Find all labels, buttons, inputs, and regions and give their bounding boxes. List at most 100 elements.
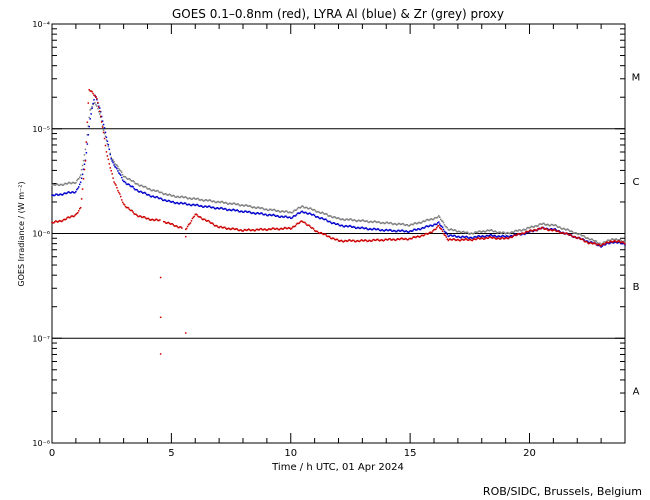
data-point — [553, 224, 556, 227]
data-point — [435, 228, 437, 230]
data-point — [528, 229, 531, 232]
data-point — [232, 208, 235, 211]
data-point — [205, 206, 208, 208]
data-point — [129, 178, 132, 181]
data-point — [557, 230, 559, 232]
data-point — [532, 229, 535, 232]
data-point — [618, 241, 621, 243]
data-point — [181, 195, 183, 198]
data-point — [366, 228, 368, 230]
data-point — [362, 240, 365, 242]
data-point — [438, 221, 440, 223]
data-point — [255, 228, 258, 231]
data-point — [100, 121, 103, 123]
data-point — [233, 209, 236, 211]
data-point — [459, 236, 461, 239]
data-point — [262, 207, 264, 210]
data-point — [256, 211, 259, 214]
data-point — [188, 203, 191, 206]
data-point — [491, 229, 494, 232]
data-point — [464, 236, 467, 238]
data-point — [526, 231, 529, 233]
data-point — [128, 177, 131, 180]
data-point — [173, 195, 175, 197]
data-point — [303, 212, 305, 214]
data-point — [333, 216, 336, 218]
data-point — [293, 215, 296, 217]
data-point — [157, 219, 159, 222]
data-point — [450, 239, 452, 241]
data-point — [304, 211, 306, 214]
data-point — [503, 237, 506, 240]
data-point — [77, 187, 79, 190]
data-point — [497, 235, 499, 238]
data-point — [559, 232, 561, 234]
data-point — [319, 217, 322, 220]
data-point — [281, 215, 283, 218]
data-point — [304, 207, 306, 209]
data-point — [381, 239, 384, 242]
data-point — [369, 239, 371, 242]
data-point — [193, 204, 196, 206]
data-point — [421, 226, 424, 229]
data-point — [136, 214, 138, 217]
data-point — [87, 134, 90, 136]
y-tick-label: 10⁻⁶ — [32, 230, 50, 239]
data-point — [282, 216, 284, 218]
data-point — [177, 226, 179, 229]
data-point — [424, 220, 427, 222]
data-point — [151, 195, 154, 197]
data-point — [132, 186, 134, 188]
data-point — [192, 216, 195, 219]
data-point — [204, 199, 206, 202]
data-point — [323, 233, 325, 235]
data-point — [54, 194, 56, 197]
data-point — [476, 231, 478, 234]
data-point — [484, 231, 487, 233]
data-point — [443, 230, 446, 233]
data-point — [519, 233, 521, 236]
data-point — [330, 215, 332, 217]
data-point — [489, 234, 492, 236]
data-point — [204, 205, 206, 207]
data-point — [133, 181, 135, 183]
data-point — [174, 225, 176, 227]
data-point — [424, 232, 427, 235]
data-point — [475, 231, 477, 233]
data-point — [614, 238, 617, 240]
data-point — [66, 192, 69, 194]
data-point — [551, 229, 554, 232]
data-point — [53, 194, 55, 197]
data-point — [395, 230, 397, 233]
data-point — [404, 237, 407, 240]
data-point — [135, 188, 137, 191]
data-point — [527, 230, 530, 233]
data-point — [520, 233, 522, 235]
data-point — [305, 206, 307, 209]
data-point — [111, 158, 113, 161]
data-point — [492, 236, 494, 239]
data-point — [164, 192, 167, 195]
data-point — [380, 239, 383, 241]
data-point — [211, 206, 214, 209]
data-point — [199, 216, 201, 218]
data-point — [175, 202, 177, 204]
data-point — [274, 215, 277, 217]
data-point — [81, 188, 84, 190]
data-point — [555, 224, 557, 227]
data-point — [466, 239, 469, 241]
data-point — [194, 204, 196, 207]
data-point — [546, 223, 549, 226]
data-point — [111, 160, 113, 162]
data-point — [256, 228, 259, 230]
data-point — [309, 225, 311, 227]
data-point — [232, 202, 235, 204]
data-point — [566, 233, 569, 235]
data-point — [393, 238, 395, 241]
data-point — [399, 223, 402, 226]
data-point — [459, 230, 461, 233]
data-point — [324, 213, 326, 215]
data-point — [299, 221, 302, 223]
data-point — [238, 229, 240, 232]
data-point — [567, 234, 570, 236]
